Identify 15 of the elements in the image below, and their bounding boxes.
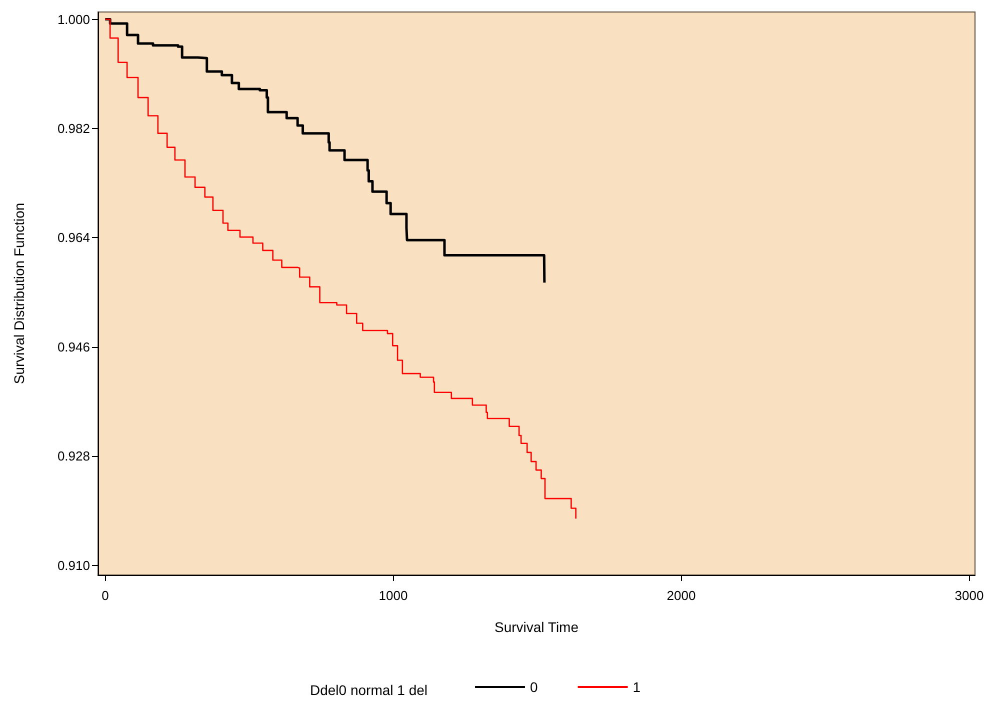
y-tick-label: 0.982	[57, 120, 90, 136]
y-tick-label: 1.000	[57, 12, 90, 27]
y-tick-label: 0.928	[57, 448, 90, 464]
legend-label: 0	[530, 679, 538, 695]
legend-title: Ddel0 normal 1 del	[310, 682, 428, 698]
x-tick-label: 1000	[378, 588, 408, 603]
legend-label: 1	[632, 679, 641, 695]
x-tick-label: 2000	[666, 588, 696, 603]
y-tick-label: 0.964	[57, 230, 90, 246]
x-axis-title: Survival Time	[494, 619, 579, 635]
y-axis-title: Survival Distribution Function	[11, 202, 27, 384]
x-tick-label: 0	[102, 588, 109, 603]
y-tick-label: 0.910	[57, 558, 90, 573]
x-tick-label: 3000	[954, 588, 984, 603]
y-tick-label: 0.946	[57, 339, 90, 354]
